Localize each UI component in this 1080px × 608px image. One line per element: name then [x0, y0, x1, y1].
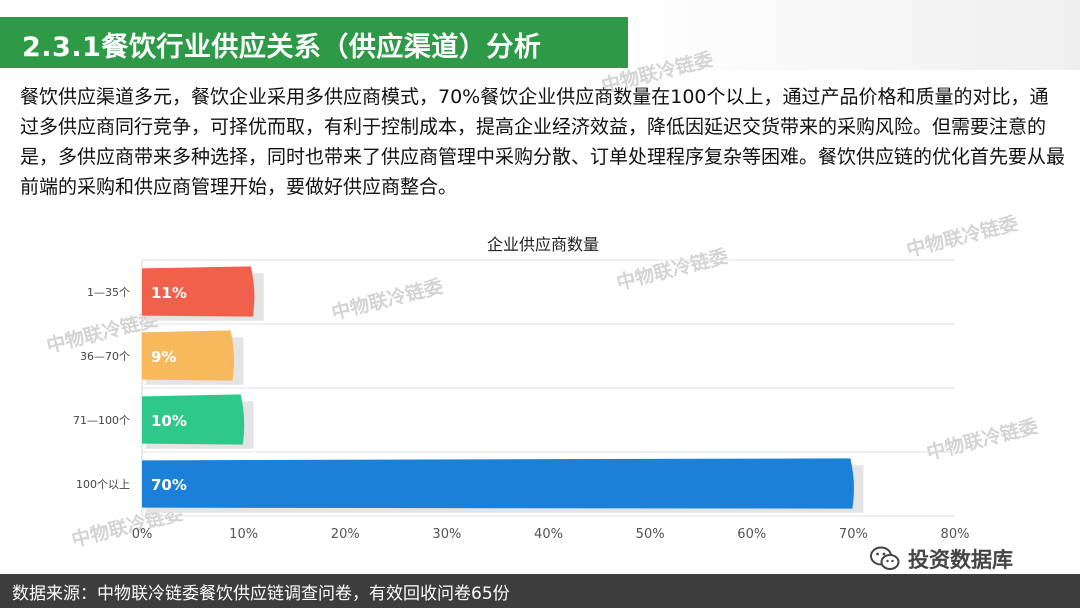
footer: 数据来源：中物联冷链委餐饮供应链调查问卷，有效回收问卷65份: [0, 574, 1080, 608]
x-tick-label: 10%: [229, 527, 258, 542]
page-title: 2.3.1餐饮行业供应关系（供应渠道）分析: [22, 32, 542, 63]
chart-bars: 11% 9% 10% 70%: [142, 266, 864, 513]
bar: [142, 394, 245, 445]
supplier-count-chart: 企业供应商数量 11% 9% 10% 70% 1—35个 36—70个 71—100个 10…: [73, 235, 970, 542]
wechat-icon: [870, 546, 900, 570]
x-tick-label: 40%: [534, 527, 563, 542]
x-tick-label: 30%: [432, 527, 461, 542]
bar-value-label: 70%: [151, 476, 187, 494]
x-tick-label: 80%: [941, 527, 970, 542]
chart-grid: [141, 259, 955, 517]
category-label: 36—70个: [80, 350, 130, 363]
x-tick-label: 0%: [132, 527, 153, 542]
x-tick-label: 50%: [636, 527, 665, 542]
body-paragraph: 餐饮供应渠道多元，餐饮企业采用多供应商模式，70%餐饮企业供应商数量在100个以…: [20, 86, 1066, 198]
category-labels: 1—35个 36—70个 71—100个 100个以上: [73, 286, 130, 491]
chart-title: 企业供应商数量: [487, 235, 599, 254]
category-label: 100个以上: [76, 478, 130, 491]
x-tick-label: 60%: [737, 527, 766, 542]
bar: [142, 266, 255, 317]
bar-value-label: 11%: [151, 284, 187, 302]
category-label: 71—100个: [73, 414, 130, 427]
brand: 投资数据库: [870, 544, 1013, 574]
bar-value-label: 9%: [151, 348, 176, 366]
bar: [142, 330, 235, 381]
data-source: 数据来源：中物联冷链委餐饮供应链调查问卷，有效回收问卷65份: [12, 584, 510, 604]
bar-value-label: 10%: [151, 412, 187, 430]
title-bar: 2.3.1餐饮行业供应关系（供应渠道）分析: [0, 17, 628, 68]
decorative-gradient: [620, 0, 1080, 70]
x-axis-tick-labels: 0% 10% 20% 30% 40% 50% 60% 70% 80%: [132, 527, 970, 542]
bar: [142, 458, 854, 509]
x-tick-label: 70%: [839, 527, 868, 542]
brand-name: 投资数据库: [908, 548, 1013, 572]
x-tick-label: 20%: [331, 527, 360, 542]
category-label: 1—35个: [87, 286, 130, 299]
